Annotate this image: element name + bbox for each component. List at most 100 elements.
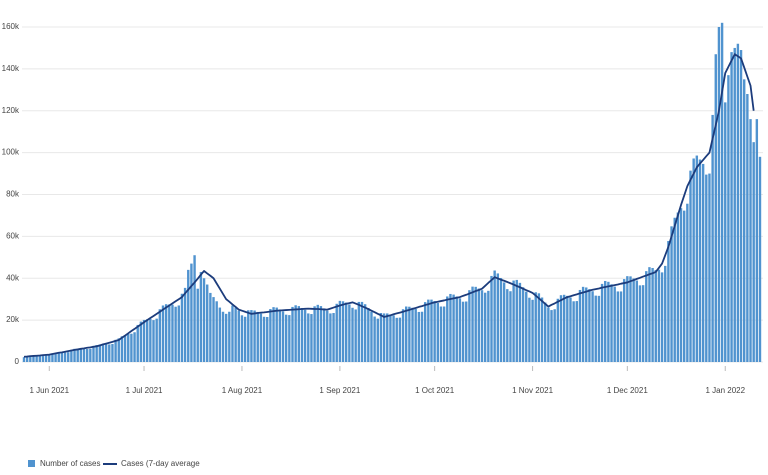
bar (641, 285, 645, 362)
bar (496, 273, 500, 362)
bar (376, 318, 379, 362)
bar (278, 309, 282, 362)
bar (117, 338, 120, 362)
bar (499, 278, 503, 362)
bar (540, 297, 544, 362)
bar (164, 304, 168, 362)
bar (433, 301, 436, 362)
bar (218, 307, 222, 362)
bar (442, 306, 446, 362)
bar (635, 280, 639, 362)
bar (38, 355, 41, 362)
legend-label: Number of cases (40, 459, 100, 468)
bar (676, 212, 680, 362)
bar (101, 343, 105, 362)
bar (705, 174, 708, 362)
bar (73, 348, 76, 362)
bar (382, 313, 386, 362)
bar (130, 333, 133, 362)
bar (136, 324, 139, 362)
bar (477, 288, 481, 362)
bar (436, 302, 440, 362)
bar (667, 240, 670, 362)
bar (531, 299, 534, 362)
bar (344, 302, 348, 362)
bar (698, 159, 702, 362)
bar (562, 294, 566, 362)
bar (363, 304, 367, 362)
bar (427, 299, 430, 362)
bar (288, 315, 291, 362)
bar (322, 308, 326, 362)
bar (32, 355, 35, 362)
bar (585, 287, 588, 362)
bar (133, 332, 136, 362)
x-tick-label: 1 Jun 2021 (29, 386, 69, 395)
bar (724, 102, 727, 362)
bar (626, 276, 629, 362)
bar (610, 284, 613, 362)
bar (243, 316, 247, 362)
bar (221, 311, 225, 362)
bar (604, 280, 607, 362)
bar (575, 301, 578, 362)
bar (338, 300, 342, 362)
bar (581, 286, 585, 362)
bar (458, 298, 462, 362)
bar (695, 155, 699, 362)
bar (398, 317, 402, 362)
bar (155, 318, 158, 362)
bar (354, 309, 357, 362)
bar (708, 173, 711, 362)
bar (348, 304, 351, 362)
bar (474, 286, 477, 362)
bar (177, 305, 180, 362)
bar (152, 320, 155, 362)
bar (651, 267, 654, 362)
bar (717, 27, 721, 362)
bar (597, 295, 601, 362)
bar (57, 352, 60, 362)
bar (199, 271, 203, 362)
bar (727, 75, 730, 362)
bar (63, 352, 67, 362)
bar (303, 309, 307, 362)
bar (98, 344, 102, 362)
bar (420, 311, 424, 362)
y-tick-label: 80k (6, 190, 20, 199)
bar (692, 158, 695, 362)
bar (701, 163, 705, 362)
bar (430, 299, 433, 362)
bar (386, 313, 389, 362)
bar (44, 355, 48, 362)
bar (525, 291, 528, 362)
bar (414, 309, 417, 362)
bar (329, 313, 332, 362)
bar (284, 314, 288, 362)
bar (360, 301, 364, 362)
bar (518, 282, 522, 362)
y-tick-label: 120k (2, 106, 20, 115)
y-tick-label: 60k (6, 231, 20, 240)
bar (51, 353, 54, 362)
bar (351, 307, 354, 362)
bar (240, 315, 244, 362)
bar (654, 270, 657, 362)
bar (149, 318, 152, 362)
bar (569, 297, 572, 362)
bar (247, 310, 250, 362)
bar (493, 270, 496, 362)
bar (111, 343, 114, 362)
bar (588, 289, 591, 362)
bar (193, 255, 196, 362)
bar (259, 313, 263, 362)
bar (171, 304, 174, 362)
bar (392, 315, 395, 362)
y-tick-label: 140k (2, 64, 20, 73)
bar (487, 290, 490, 362)
bar (736, 43, 740, 362)
bar (85, 349, 89, 362)
bar (534, 292, 537, 362)
bar (528, 297, 531, 362)
bar (79, 348, 83, 362)
